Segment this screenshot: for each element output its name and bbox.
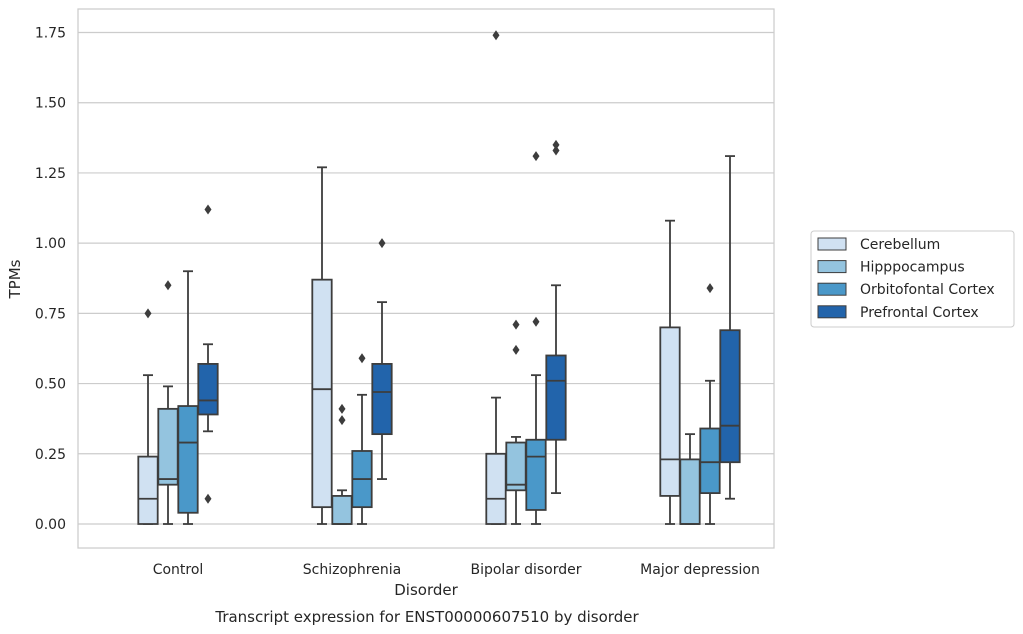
y-tick-label: 1.75	[35, 26, 66, 42]
y-tick-label: 1.50	[35, 96, 66, 112]
legend-swatch	[817, 260, 847, 274]
x-tick-label: Major depression	[640, 562, 760, 578]
y-tick-label: 0.75	[35, 306, 66, 322]
outlier-point	[512, 319, 520, 330]
outlier-point	[706, 283, 714, 294]
outlier-point	[204, 204, 212, 215]
legend-swatch	[817, 305, 847, 319]
box-prefrontal-cortex	[719, 155, 741, 500]
x-tick-label: Control	[153, 562, 204, 578]
box	[331, 495, 353, 525]
box	[311, 278, 333, 509]
legend-frame	[810, 230, 1015, 328]
box	[137, 455, 159, 525]
box-hipppocampus	[679, 433, 701, 525]
y-axis-title: TPMs	[6, 259, 24, 299]
y-tick-label: 0.50	[35, 377, 66, 393]
box	[197, 363, 219, 416]
box	[679, 458, 701, 525]
legend-swatch	[817, 237, 847, 251]
legend: Cerebellum Hipppocampus Orbitofontal Corte…	[810, 230, 1015, 328]
legend-label: Cerebellum	[860, 237, 940, 253]
box-hipppocampus	[331, 403, 353, 525]
box-hipppocampus	[157, 280, 179, 525]
box-orbitofontal-cortex	[525, 151, 547, 525]
box	[371, 363, 393, 436]
x-tick-label: Bipolar disorder	[470, 562, 581, 578]
box-orbitofontal-cortex	[177, 270, 199, 525]
box	[505, 441, 527, 492]
box	[719, 329, 741, 464]
box	[699, 427, 721, 495]
box	[157, 407, 179, 486]
box-prefrontal-cortex	[197, 204, 219, 504]
box	[525, 438, 547, 511]
outlier-point	[492, 30, 500, 41]
outlier-point	[204, 493, 212, 504]
box-cerebellum	[485, 30, 507, 525]
box-prefrontal-cortex	[545, 139, 567, 495]
outlier-point	[552, 145, 560, 156]
box-orbitofontal-cortex	[351, 353, 373, 525]
box-cerebellum	[311, 166, 333, 525]
x-tick-label: Schizophrenia	[303, 562, 401, 578]
box-hipppocampus	[505, 319, 527, 525]
outlier-point	[532, 316, 540, 327]
box	[485, 452, 507, 525]
outlier-point	[532, 151, 540, 162]
y-tick-label: 0.00	[35, 517, 66, 533]
box	[177, 405, 199, 514]
legend-label: Prefrontal Cortex	[860, 305, 979, 321]
box-prefrontal-cortex	[371, 238, 393, 480]
outlier-point	[358, 353, 366, 364]
outlier-point	[378, 238, 386, 249]
figure-caption: Transcript expression for ENST0000060751…	[214, 608, 639, 626]
outlier-point	[164, 280, 172, 291]
outlier-point	[552, 139, 560, 150]
box-cerebellum	[659, 219, 681, 525]
box-plots	[137, 30, 741, 525]
outlier-point	[144, 308, 152, 319]
legend-label: Orbitofontal Cortex	[860, 282, 995, 298]
y-tick-label: 1.00	[35, 236, 66, 252]
box	[659, 326, 681, 497]
outlier-point	[338, 403, 346, 414]
x-axis-title: Disorder	[394, 581, 458, 599]
y-tick-label: 1.25	[35, 166, 66, 182]
box-cerebellum	[137, 308, 159, 525]
outlier-point	[512, 344, 520, 355]
plot-frame	[77, 8, 775, 549]
legend-label: Hipppocampus	[860, 260, 965, 276]
outlier-point	[338, 415, 346, 426]
y-tick-label: 0.25	[35, 447, 66, 463]
box	[545, 354, 567, 441]
y-tick-labels: 0.00 0.25 0.50 0.75 1.00 1.25 1.50 1.75	[35, 26, 66, 534]
x-tick-labels: Control Schizophrenia Bipolar disorder Majo…	[153, 562, 760, 578]
box-orbitofontal-cortex	[699, 283, 721, 525]
legend-swatch	[817, 282, 847, 296]
